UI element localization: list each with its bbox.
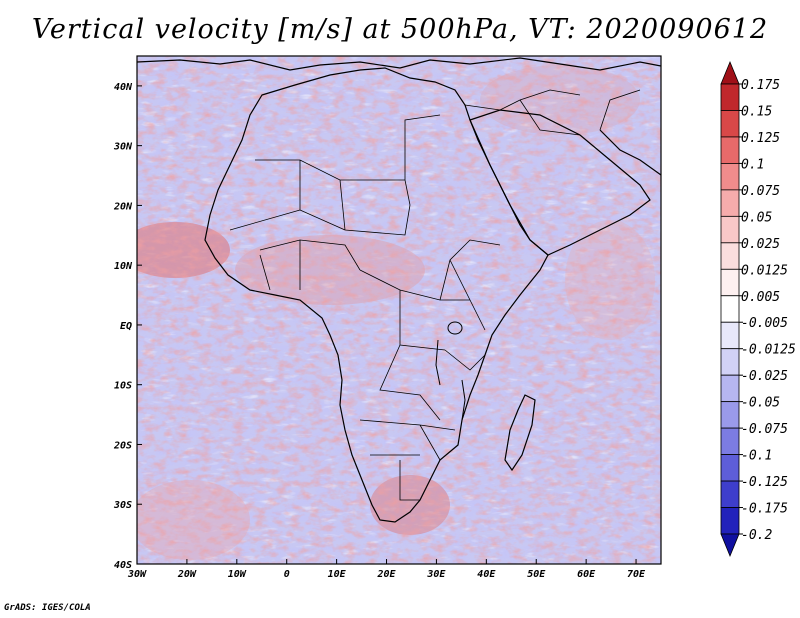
border-north <box>255 114 441 236</box>
lake-tanganyika <box>435 339 441 386</box>
plot-frame <box>136 55 662 565</box>
x-tick-label: 50E <box>527 569 546 580</box>
y-tick-label: EQ <box>120 321 132 332</box>
y-tick-label: 40S <box>114 560 132 571</box>
x-tick-label: 30E <box>426 569 446 580</box>
border-south <box>359 419 456 501</box>
colorbar-box <box>720 295 740 323</box>
colorbar-bottom-triangle <box>720 533 740 558</box>
colorbar-box <box>720 374 740 403</box>
y-tick-label: 30N <box>113 142 133 153</box>
border-east <box>439 239 501 371</box>
colorbar-label: 0.005 <box>741 290 780 305</box>
lake-malawi <box>461 379 466 421</box>
field-red-texture <box>137 56 661 564</box>
colorbar-box <box>720 268 740 297</box>
x-tick-label: 30W <box>127 569 147 580</box>
colorbar-box <box>720 215 740 244</box>
colorbar-boxes <box>720 60 740 558</box>
colorbar-label: -0.0125 <box>741 343 796 358</box>
border-central <box>359 269 470 421</box>
colorbar-label: -0.2 <box>741 528 772 543</box>
y-axis: 40N 30N 20N 10N EQ 10S 20S 30S 40S <box>113 82 142 571</box>
colorbar-label: -0.125 <box>741 475 788 490</box>
colorbar-label: 0.125 <box>741 131 780 146</box>
x-axis: 30W 20W 10W 0 10E 20E 30E 40E 50E 60E 70E <box>127 559 646 580</box>
colorbar-label: 0.075 <box>741 184 780 199</box>
arabia-coastline <box>469 109 651 256</box>
y-tick-label: 20S <box>113 440 132 451</box>
lakes <box>435 321 466 421</box>
colorbar-label: -0.1 <box>741 449 772 464</box>
border-west <box>229 209 361 291</box>
x-tick-label: 70E <box>627 569 646 580</box>
colorbar-box <box>720 401 740 429</box>
colorbar-box <box>720 83 740 111</box>
colorbar-box <box>720 427 740 455</box>
colorbar-box <box>720 507 740 535</box>
border-middle-east <box>464 89 641 136</box>
colorbar-label: 0.0125 <box>741 263 788 278</box>
lake-victoria <box>447 321 463 335</box>
y-tick-label: 10S <box>114 381 132 392</box>
x-tick-label: 0 <box>284 569 290 580</box>
x-tick-label: 10E <box>328 569 347 580</box>
y-tick-label: 20N <box>113 201 133 212</box>
colorbar-label: -0.05 <box>741 396 780 411</box>
colorbar-top-triangle <box>720 60 740 85</box>
colorbar-label: -0.005 <box>741 316 788 331</box>
x-tick-label: 10W <box>228 569 247 580</box>
colorbar-box <box>720 321 740 350</box>
colorbar-box <box>720 189 740 217</box>
y-tick-label: 40N <box>114 82 133 93</box>
colorbar-box <box>720 136 740 164</box>
colorbar-box <box>720 454 740 482</box>
colorbar-label: -0.075 <box>741 422 788 437</box>
colorbar-label: 0.1 <box>741 157 764 172</box>
colorbar-label: 0.05 <box>741 210 772 225</box>
colorbar-box <box>720 110 740 138</box>
x-tick-label: 60E <box>577 569 596 580</box>
colorbar-box <box>720 163 740 191</box>
country-borders <box>229 89 641 501</box>
chart-title: Vertical velocity [m/s] at 500hPa, VT: 2… <box>31 14 769 45</box>
colorbar-label: 0.15 <box>741 104 772 119</box>
colorbar-box <box>720 480 740 508</box>
y-tick-label: 30S <box>113 500 132 511</box>
x-tick-label: 20E <box>376 569 396 580</box>
colorbar-labels: 0.175 0.15 0.125 0.1 0.075 0.05 0.025 0.0125 0.0… <box>739 78 796 543</box>
colorbar-box <box>720 242 740 270</box>
europe-coastline <box>137 57 661 71</box>
colorbar-label: -0.025 <box>741 369 788 384</box>
madagascar-coastline <box>504 394 536 472</box>
persian-gulf-coastline <box>599 129 661 176</box>
map-field <box>137 56 661 564</box>
x-tick-label: 20W <box>177 569 197 580</box>
colorbar-box <box>720 348 740 376</box>
colorbar-label: 0.025 <box>741 237 780 252</box>
y-tick-label: 10N <box>114 261 133 272</box>
colorbar-label: -0.175 <box>741 502 788 517</box>
grads-credit: GrADS: IGES/COLA <box>4 603 91 613</box>
x-tick-label: 40E <box>477 569 496 580</box>
colorbar-label: 0.175 <box>741 78 780 93</box>
